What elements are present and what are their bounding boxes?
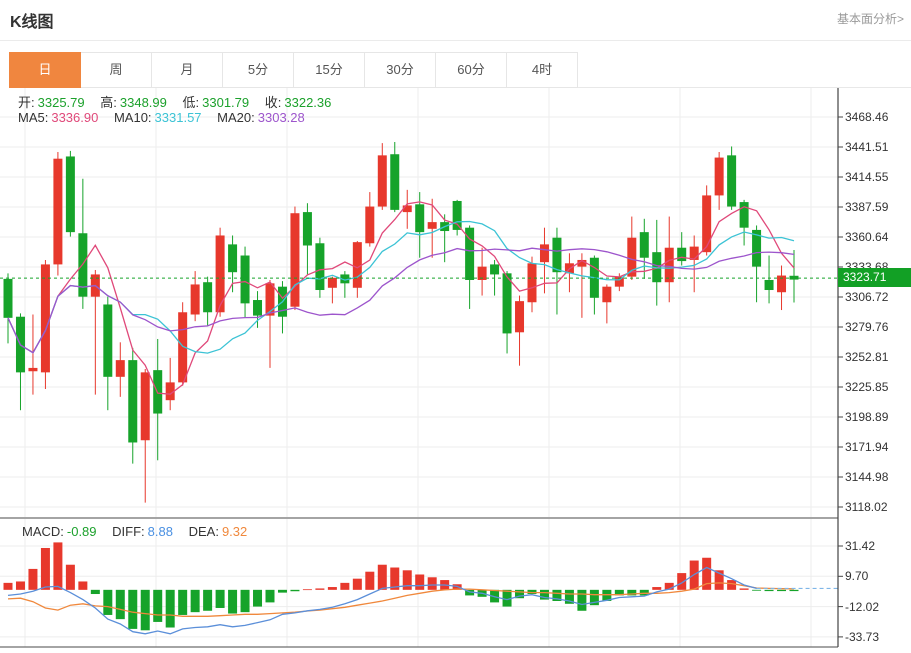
candles bbox=[3, 141, 799, 503]
high-label: 高: bbox=[100, 95, 117, 110]
ma20-line bbox=[7, 247, 795, 354]
high-value: 3348.99 bbox=[119, 95, 167, 110]
ma20-label: MA20: bbox=[217, 110, 255, 125]
macd-axis-label: 31.42 bbox=[845, 539, 876, 553]
diff-value: 8.88 bbox=[147, 524, 173, 539]
current-price-tag: 3323.71 bbox=[838, 268, 911, 288]
low-value: 3301.79 bbox=[202, 95, 250, 110]
tab-30min[interactable]: 30分 bbox=[364, 52, 436, 88]
ma-legend: MA5: 3336.90 MA10: 3331.57 MA20: 3303.28 bbox=[18, 110, 317, 125]
tab-month[interactable]: 月 bbox=[151, 52, 223, 88]
price-axis-label: 3387.59 bbox=[845, 200, 889, 214]
dea-value: 9.32 bbox=[221, 524, 248, 539]
price-axis-label: 3468.46 bbox=[845, 110, 889, 124]
tab-week[interactable]: 周 bbox=[80, 52, 152, 88]
ma5-line bbox=[7, 201, 795, 395]
dea-label: DEA: bbox=[188, 524, 219, 539]
price-axis-label: 3225.85 bbox=[845, 380, 889, 394]
grid bbox=[0, 88, 838, 647]
macd-axis-label: -12.02 bbox=[845, 599, 880, 614]
ma20 bbox=[7, 247, 795, 354]
price-axis-label: 3414.55 bbox=[845, 170, 889, 184]
ma5 bbox=[7, 201, 795, 395]
header-divider bbox=[0, 40, 911, 41]
ma20-value: 3303.28 bbox=[257, 110, 305, 125]
ma10-value: 3331.57 bbox=[154, 110, 202, 125]
tab-15min[interactable]: 15分 bbox=[293, 52, 365, 88]
open-value: 3325.79 bbox=[37, 95, 85, 110]
ma10-line bbox=[7, 220, 795, 354]
price-axis-label: 3144.98 bbox=[845, 470, 889, 484]
price-axis-label: 3279.76 bbox=[845, 320, 889, 334]
ohlc-legend: 开: 3325.79 高: 3348.99 低: 3301.79 收: 3322.36 bbox=[18, 92, 343, 111]
period-tabs: 日 周 月 5分 15分 30分 60分 4时 bbox=[9, 52, 578, 88]
low-label: 低: bbox=[182, 95, 200, 110]
ma10 bbox=[7, 220, 795, 354]
close-label: 收: bbox=[264, 95, 282, 110]
fundamental-analysis-link[interactable]: 基本面分析> bbox=[836, 12, 904, 26]
price-axis-label: 3306.72 bbox=[845, 290, 889, 304]
ma10-label: MA10: bbox=[113, 110, 152, 125]
price-axis-label: 3360.64 bbox=[845, 230, 889, 244]
ma5-label: MA5: bbox=[18, 110, 49, 125]
open-label: 开: bbox=[18, 95, 35, 110]
tab-5min[interactable]: 5分 bbox=[222, 52, 294, 88]
macd-axis-label: 9.70 bbox=[845, 569, 869, 584]
macd-legend: MACD: -0.89 DIFF: 8.88 DEA: 9.32 bbox=[22, 524, 259, 539]
macd-axis-label: -33.73 bbox=[845, 629, 880, 644]
macd-label: MACD: bbox=[22, 524, 64, 539]
tab-60min[interactable]: 60分 bbox=[435, 52, 507, 88]
page-title: K线图 bbox=[10, 14, 54, 31]
price-axis-label: 3118.02 bbox=[845, 500, 888, 514]
diff-line bbox=[7, 566, 757, 635]
tab-4hour[interactable]: 4时 bbox=[506, 52, 578, 88]
macd-value: -0.89 bbox=[66, 524, 97, 539]
price-axis-label: 3171.94 bbox=[845, 440, 889, 454]
ma5-value: 3336.90 bbox=[51, 110, 99, 125]
dea-line bbox=[7, 582, 795, 617]
price-axis-label: 3198.89 bbox=[845, 410, 889, 424]
axis bbox=[0, 88, 843, 648]
diff-label: DIFF: bbox=[112, 524, 145, 539]
price-axis-label: 3252.81 bbox=[845, 350, 889, 364]
close-value: 3322.36 bbox=[284, 95, 332, 110]
price-axis-label: 3441.51 bbox=[845, 140, 889, 154]
tab-day[interactable]: 日 bbox=[9, 52, 81, 88]
